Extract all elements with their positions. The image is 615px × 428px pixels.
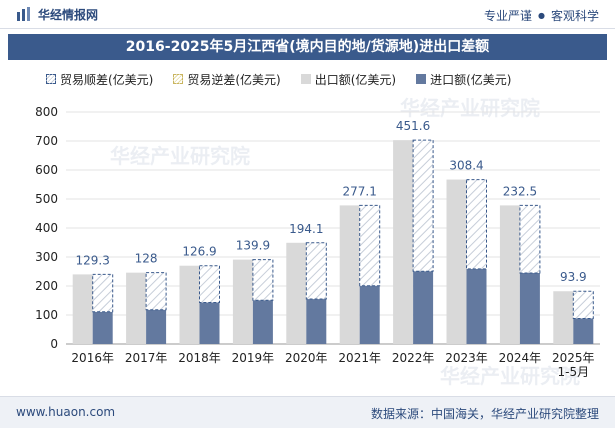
import-bar: [413, 271, 434, 344]
x-tick-label: 2021年: [338, 351, 381, 365]
chart-title: 2016-2025年5月江西省(境内目的地/货源地)进出口差额: [8, 34, 607, 60]
tagline-right: 客观科学: [550, 9, 599, 23]
legend-swatch-export: [300, 74, 311, 84]
x-tick-label: 1-5月: [557, 365, 589, 379]
legend-label-deficit: 贸易逆差(亿美元): [187, 72, 281, 87]
surplus-bar: [519, 204, 541, 274]
legend-label-surplus: 贸易顺差(亿美元): [60, 72, 154, 87]
x-tick-label: 2023年: [445, 351, 488, 365]
legend-item-export: 出口额(亿美元): [300, 71, 397, 88]
y-tick-label: 800: [35, 105, 58, 119]
import-bar: [92, 311, 113, 344]
surplus-bar: [252, 259, 274, 301]
surplus-bar: [466, 179, 487, 270]
export-bar: [499, 205, 520, 344]
import-bar: [519, 272, 540, 344]
export-bar: [126, 272, 147, 344]
y-tick-label: 600: [35, 163, 58, 177]
import-bar: [306, 299, 327, 344]
tagline: 专业严谨 ● 客观科学: [484, 7, 599, 24]
surplus-value-label: 194.1: [289, 222, 323, 236]
surplus-bar: [412, 139, 434, 272]
brand-name: 华经情报网: [38, 7, 99, 22]
import-bar: [573, 318, 594, 344]
legend-item-surplus: 贸易顺差(亿美元): [46, 71, 153, 88]
legend-item-deficit: 贸易逆差(亿美元): [173, 71, 281, 88]
legend-swatch-import: [416, 74, 427, 84]
surplus-value-label: 128: [135, 252, 158, 266]
x-tick-label: 2020年: [285, 351, 328, 365]
top-bar: 华经情报网 专业严谨 ● 客观科学: [0, 0, 615, 29]
legend-label-import: 进口额(亿美元): [430, 72, 512, 87]
import-bar: [252, 300, 273, 344]
y-axis: 0 100 200 300 400 500 600 700 800: [35, 105, 58, 351]
surplus-bar: [572, 290, 594, 319]
footer-source: 数据来源：中国海关，华经产业研究院整理: [370, 407, 599, 421]
import-bar: [146, 309, 167, 344]
surplus-value-label: 126.9: [182, 245, 216, 259]
export-bar: [446, 179, 467, 344]
surplus-bar: [145, 272, 167, 311]
export-bar: [339, 205, 360, 344]
surplus-bar: [305, 242, 327, 300]
y-tick-label: 400: [35, 221, 58, 235]
brand: 华经情报网: [16, 6, 98, 22]
legend-label-export: 出口额(亿美元): [314, 72, 397, 87]
y-tick-label: 500: [35, 192, 58, 206]
legend-swatch-deficit: [173, 74, 184, 84]
surplus-value-label: 139.9: [236, 239, 270, 253]
surplus-value-label: 93.9: [560, 270, 587, 284]
surplus-bar: [199, 265, 220, 304]
surplus-value-label: 277.1: [343, 184, 377, 198]
footer-website: www.huaon.com: [16, 405, 116, 419]
chart-legend: 贸易顺差(亿美元) 贸易逆差(亿美元) 出口额(亿美元) 进口额(亿美元): [46, 70, 532, 88]
y-tick-label: 200: [35, 279, 58, 293]
surplus-value-label: 129.3: [76, 253, 110, 267]
x-axis: 2016年 2017年 2018年 2019年 2020年 2021年 2022年 2023年…: [71, 351, 594, 379]
export-bar: [393, 140, 414, 344]
tagline-left: 专业严谨: [483, 9, 532, 23]
x-tick-label: 2024年: [499, 351, 542, 365]
surplus-bar: [92, 273, 114, 313]
import-bar: [359, 285, 380, 344]
legend-swatch-surplus: [46, 74, 56, 84]
surplus-value-label: 232.5: [503, 184, 537, 198]
bars: 129.3 128 126.9 139.9 194.1 277.1 451.6 308.4 23…: [72, 119, 594, 344]
x-tick-label: 2018年: [178, 351, 221, 365]
surplus-value-label: 308.4: [449, 159, 483, 173]
footer: www.huaon.com 数据来源：中国海关，华经产业研究院整理: [0, 396, 615, 428]
brand-logo-icon: [17, 7, 30, 21]
x-tick-label: 2016年: [71, 351, 114, 365]
surplus-value-label: 451.6: [396, 119, 430, 133]
export-bar: [72, 274, 93, 344]
x-tick-label: 2025年: [552, 351, 595, 365]
x-tick-label: 2022年: [392, 351, 435, 365]
tagline-separator: ●: [538, 11, 545, 20]
export-bar: [232, 259, 253, 344]
export-bar: [286, 242, 307, 344]
y-tick-label: 300: [35, 250, 58, 264]
y-tick-label: 100: [35, 308, 58, 322]
x-tick-label: 2019年: [232, 351, 275, 365]
surplus-bar: [359, 204, 381, 287]
x-tick-label: 2017年: [125, 351, 168, 365]
import-bar: [199, 302, 220, 344]
export-bar: [179, 265, 200, 344]
y-tick-label: 700: [35, 134, 58, 148]
export-bar: [553, 291, 574, 344]
import-bar: [466, 268, 487, 344]
legend-item-import: 进口额(亿美元): [416, 71, 512, 88]
y-tick-label: 0: [50, 337, 58, 351]
